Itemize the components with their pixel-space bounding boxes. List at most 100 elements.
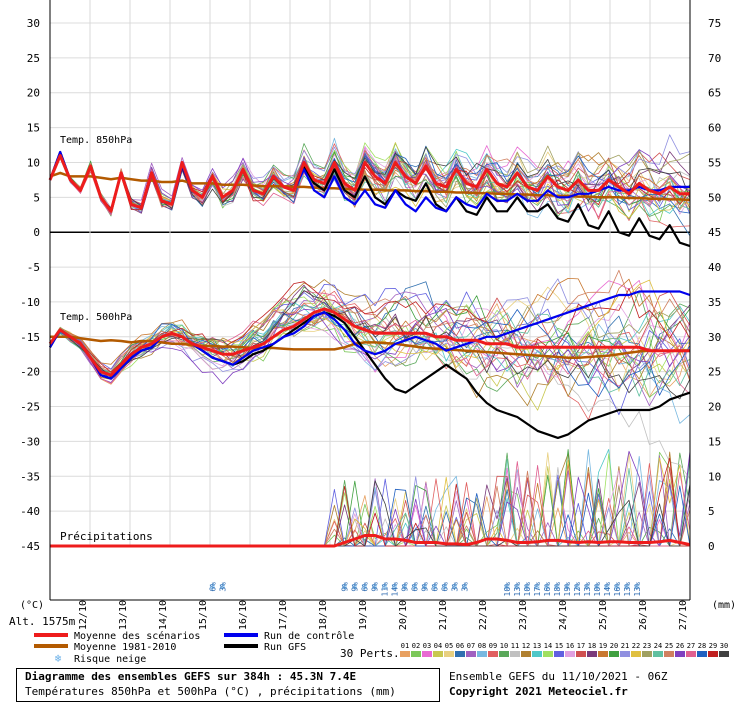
- x-tick-label: 13/10: [118, 600, 129, 630]
- snow-risk-label: 13%: [583, 582, 592, 597]
- perturbation-number: 13: [533, 642, 541, 650]
- snow-risk-label: 6%: [209, 582, 218, 592]
- snow-risk-label: 3%: [451, 582, 460, 592]
- snow-flake-icon: ❄: [372, 582, 379, 593]
- perturbation-swatch: [400, 651, 410, 657]
- perturbation-swatch: [521, 651, 531, 657]
- perturbation-swatch: [422, 651, 432, 657]
- snow-risk: ❄6% ❄3% ❄9% ❄9% ❄6% ❄9% ❄11% ❄14% ❄9% ❄6% ❄9% ❄6% ❄6…: [209, 582, 643, 597]
- perturbation-number: 09: [489, 642, 497, 650]
- legend-label: Run GFS: [264, 642, 306, 653]
- snow-risk-label: 18%: [553, 582, 562, 597]
- member-line-500: [49, 269, 691, 373]
- y-right-tick-label: 35: [708, 296, 721, 309]
- snow-flake-icon: ❄: [220, 582, 227, 593]
- snow-risk-label: 13%: [513, 582, 522, 597]
- x-tick-label: 21/10: [438, 600, 449, 630]
- snow-risk-label: 10%: [593, 582, 602, 597]
- y-right-tick-label: 5: [708, 505, 715, 518]
- snow-risk-label: 9%: [351, 582, 360, 592]
- perturbation-number: 26: [676, 642, 684, 650]
- x-tick-label: 26/10: [638, 600, 649, 630]
- snow-flake-icon: ❄: [574, 582, 581, 593]
- perturbation-number: 05: [445, 642, 453, 650]
- perturbation-number: 21: [621, 642, 629, 650]
- perturbation-swatch: [631, 651, 641, 657]
- snow-flake-icon: ❄: [534, 582, 541, 593]
- member-line-500: [49, 290, 691, 395]
- snow-flake-icon: ❄: [634, 582, 641, 593]
- y-left-tick-label: 15: [27, 122, 40, 135]
- legend-label: Risque neige: [74, 654, 146, 665]
- perturbation-swatch: [433, 651, 443, 657]
- snow-risk-label: 9%: [421, 582, 430, 592]
- perturbation-number: 12: [522, 642, 530, 650]
- snow-flake-icon: ❄: [462, 582, 469, 593]
- y-right-tick-label: 60: [708, 122, 721, 135]
- perturbation-number: 07: [467, 642, 475, 650]
- y-right-tick-label: 0: [708, 540, 715, 553]
- perturbation-number: 28: [698, 642, 706, 650]
- y-right-tick-label: 65: [708, 87, 721, 100]
- y-left-tick-label: 10: [27, 156, 40, 169]
- x-tick-label: 27/10: [678, 600, 689, 630]
- snow-flake-icon: ❄: [554, 582, 561, 593]
- perturbation-swatch: [642, 651, 652, 657]
- snow-flake-icon: ❄: [544, 582, 551, 593]
- perturbation-swatch: [708, 651, 718, 657]
- y-left-tick-label: -30: [20, 435, 40, 448]
- snow-risk-label: 16%: [613, 582, 622, 597]
- snow-flake-icon: ❄: [422, 582, 429, 593]
- perturbation-number: 20: [610, 642, 618, 650]
- chart-title: Diagramme des ensembles GEFS sur 384h : …: [25, 670, 357, 683]
- perturbation-number: 17: [577, 642, 585, 650]
- x-tick-label: 12/10: [78, 600, 89, 630]
- title-box: [16, 668, 440, 702]
- y-right-tick-label: 25: [708, 366, 721, 379]
- mean-line-850: [48, 154, 690, 213]
- perturbation-number: 29: [709, 642, 717, 650]
- perturbation-number: 14: [544, 642, 552, 650]
- snow-risk-label: 9%: [371, 582, 380, 592]
- member-line-500: [49, 283, 691, 416]
- snow-flake-icon: ❄: [432, 582, 439, 593]
- y-left-tick-label: 25: [27, 52, 40, 65]
- y-right-tick-label: 30: [708, 331, 721, 344]
- snow-flake-icon: ❄: [504, 582, 511, 593]
- snow-risk-label: 14%: [391, 582, 400, 597]
- perturbation-swatch: [532, 651, 542, 657]
- y-left-tick-label: 5: [33, 191, 40, 204]
- y-left-tick-label: -15: [20, 331, 40, 344]
- x-tick-label: 20/10: [398, 600, 409, 630]
- ensemble-label: Ensemble GEFS du 11/10/2021 - 06Z: [449, 670, 668, 683]
- perturbation-number: 02: [412, 642, 420, 650]
- snow-risk-label: 13%: [623, 582, 632, 597]
- x-tick-label: 14/10: [158, 600, 169, 630]
- legend: Moyenne des scénarios Run de contrôle Moye…: [34, 630, 729, 665]
- snow-flake-icon: ❄: [514, 582, 521, 593]
- perturbation-number: 22: [632, 642, 640, 650]
- snow-risk-label: 10%: [503, 582, 512, 597]
- snow-flake-icon: ❄: [524, 582, 531, 593]
- x-tick-label: 16/10: [238, 600, 249, 630]
- perturbation-swatch: [576, 651, 586, 657]
- y-right-tick-label: 75: [708, 17, 721, 30]
- x-tick-label: 25/10: [598, 600, 609, 630]
- y-right-tick-label: 10: [708, 470, 721, 483]
- snow-risk-label: 3%: [219, 582, 228, 592]
- perturbations-label: 30 Perts.: [340, 647, 400, 660]
- snow-risk-label: 17%: [533, 582, 542, 597]
- perturbation-number: 08: [478, 642, 486, 650]
- altitude-label: Alt. 1575m: [9, 615, 76, 628]
- y-left-tick-label: 30: [27, 17, 40, 30]
- y-left-tick-label: -35: [20, 470, 40, 483]
- x-tick-label: 18/10: [318, 600, 329, 630]
- x-tick-label: 15/10: [198, 600, 209, 630]
- snow-flake-icon: ❄: [342, 582, 349, 593]
- snow-flake-icon: ❄: [412, 582, 419, 593]
- perturbation-swatch: [587, 651, 597, 657]
- perturbation-swatch: [609, 651, 619, 657]
- main-lines: [48, 150, 691, 548]
- perturbation-swatch: [653, 651, 663, 657]
